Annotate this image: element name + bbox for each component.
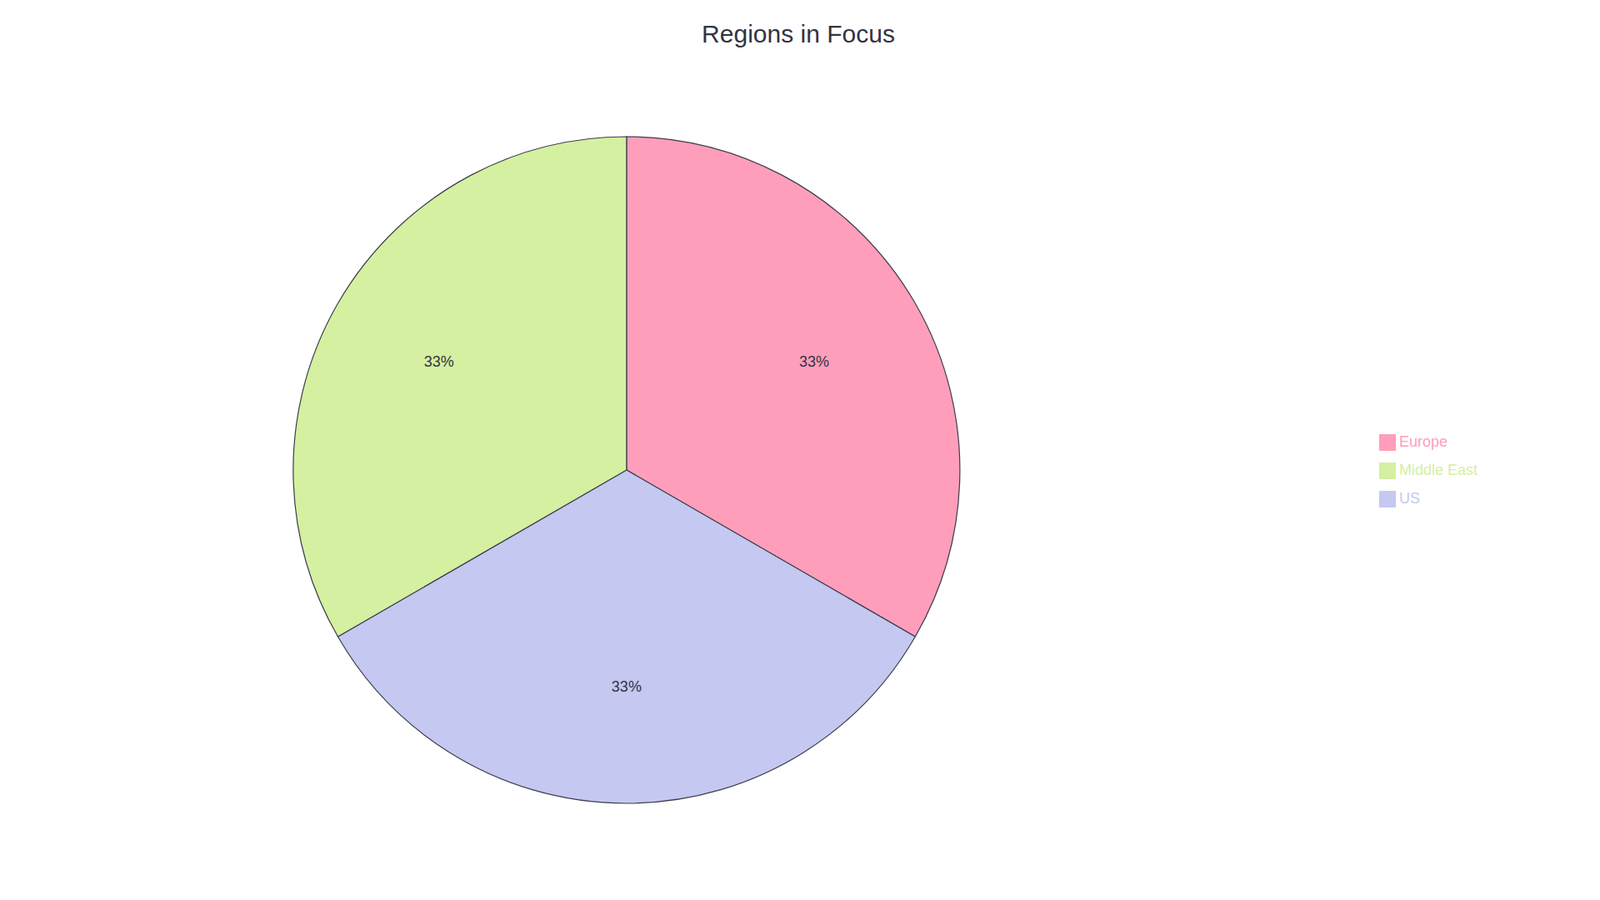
- html-text:US: US: [1399, 490, 1420, 507]
- svg-text:33%: 33%: [611, 678, 642, 695]
- html-text:Regions in Focus: Regions in Focus: [701, 20, 895, 48]
- html-text:Europe: Europe: [1399, 433, 1448, 450]
- svg-text:33%: 33%: [424, 353, 455, 370]
- svg-text:33%: 33%: [799, 353, 830, 370]
- html-text:Middle East: Middle East: [1399, 461, 1478, 479]
